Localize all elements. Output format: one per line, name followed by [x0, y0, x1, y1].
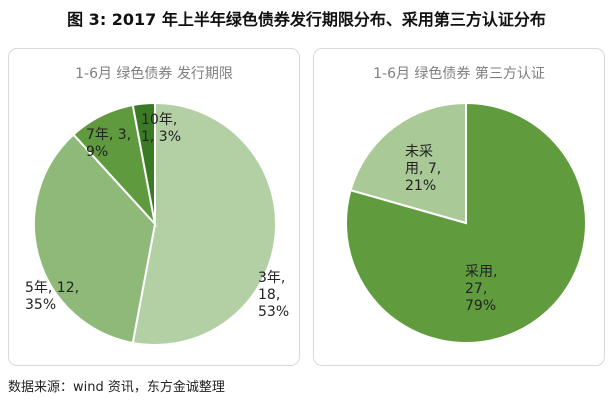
- certification-chart-title: 1-6月 绿色债券 第三方认证: [373, 66, 545, 82]
- term-slice-3: [131, 101, 156, 225]
- certification-slice-label-0: 采用, 27, 79%: [465, 264, 497, 314]
- term-pie-svg: 3年, 18, 53% 5年, 12, 35% 7年, 3, 9% 10年, 1, 3%: [25, 101, 289, 346]
- certification-pie-svg: 采用, 27, 79% 未采用, 7, 21%: [345, 101, 587, 344]
- data-source: 数据来源：wind 资讯，东方金诚整理: [8, 380, 225, 395]
- term-slice-label-1: 5年, 12, 35%: [25, 280, 79, 313]
- term-slice-label-2: 7年, 3, 9%: [86, 127, 131, 160]
- term-slice-label-3: 10年, 1, 3%: [141, 112, 181, 145]
- term-slice-label-0: 3年, 18, 53%: [258, 270, 289, 320]
- certification-chart: 1-6月 绿色债券 第三方认证 采用, 27, 79% 未采用, 7, 21%: [313, 48, 605, 366]
- term-slice-1: [33, 133, 157, 345]
- certification-slice-label-1: 未采用, 7, 21%: [405, 144, 441, 194]
- term-distribution-chart: 1-6月 绿色债券 发行期限 3年, 18, 53% 5年, 12, 35% 7年, 3,…: [8, 48, 300, 366]
- certification-slice-1: [349, 101, 467, 225]
- term-slice-0: [131, 101, 277, 346]
- term-chart-title: 1-6月 绿色债券 发行期限: [75, 66, 233, 82]
- figure-title: 图 3: 2017 年上半年绿色债券发行期限分布、采用第三方认证分布: [67, 10, 546, 29]
